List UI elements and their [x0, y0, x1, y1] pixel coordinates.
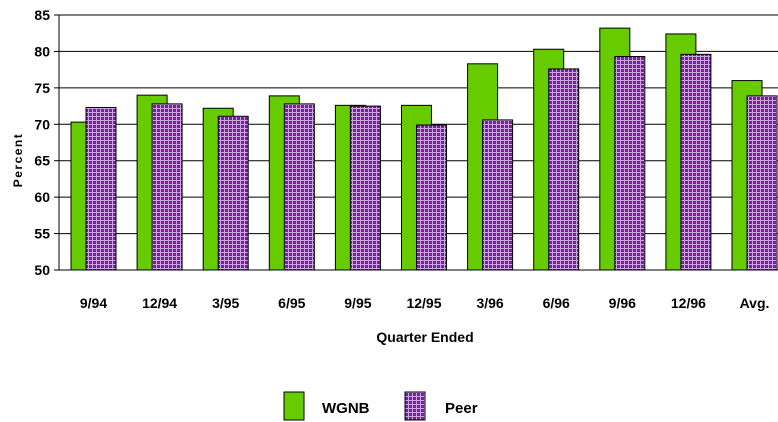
y-tick-label: 55 [34, 226, 50, 242]
y-tick-label: 75 [34, 80, 50, 96]
bar-peer [217, 115, 249, 271]
bar-peer [283, 103, 315, 271]
legend-swatch-peer [404, 391, 426, 421]
legend-swatch-wgnb [283, 391, 305, 421]
y-tick-label: 65 [34, 153, 50, 169]
y-axis-title: Percent [11, 133, 25, 188]
bar-peer [416, 124, 447, 271]
bars [70, 27, 778, 271]
y-tick-label: 60 [34, 189, 50, 205]
y-tick-label: 70 [34, 116, 50, 132]
x-tick-label: 6/95 [278, 295, 305, 311]
legend-label-peer: Peer [445, 400, 478, 417]
bar-peer [85, 107, 117, 271]
x-tick-label: 9/94 [80, 295, 107, 311]
bar-peer [614, 56, 646, 271]
x-tick-label: 9/95 [344, 295, 371, 311]
x-tick-label: 3/96 [476, 295, 503, 311]
legend-label-wgnb: WGNB [322, 400, 370, 417]
x-tick-label: 12/96 [671, 295, 706, 311]
legend: WGNB Peer [283, 391, 478, 421]
x-tick-label: 6/96 [543, 295, 570, 311]
y-tick-label: 85 [34, 7, 50, 23]
x-tick-label: 9/96 [609, 295, 636, 311]
x-tick-label: 3/95 [212, 295, 239, 311]
x-axis-ticks: 9/94 12/94 3/95 6/95 9/95 12/95 3/96 6/96 9/96 12… [80, 295, 770, 311]
bar-peer [680, 53, 712, 271]
y-tick-label: 80 [34, 43, 50, 59]
x-tick-label: 12/94 [142, 295, 177, 311]
bar-peer [548, 68, 580, 271]
y-tick-label: 50 [34, 262, 50, 278]
x-axis-title: Quarter Ended [376, 329, 473, 345]
bar-peer [746, 95, 778, 271]
y-axis-ticks: 50 55 60 65 70 75 80 85 [34, 7, 59, 278]
x-tick-label: 12/95 [406, 295, 441, 311]
bar-peer [349, 105, 381, 271]
x-tick-label: Avg. [740, 295, 770, 311]
bar-peer [151, 103, 183, 271]
bar-peer [482, 119, 514, 271]
